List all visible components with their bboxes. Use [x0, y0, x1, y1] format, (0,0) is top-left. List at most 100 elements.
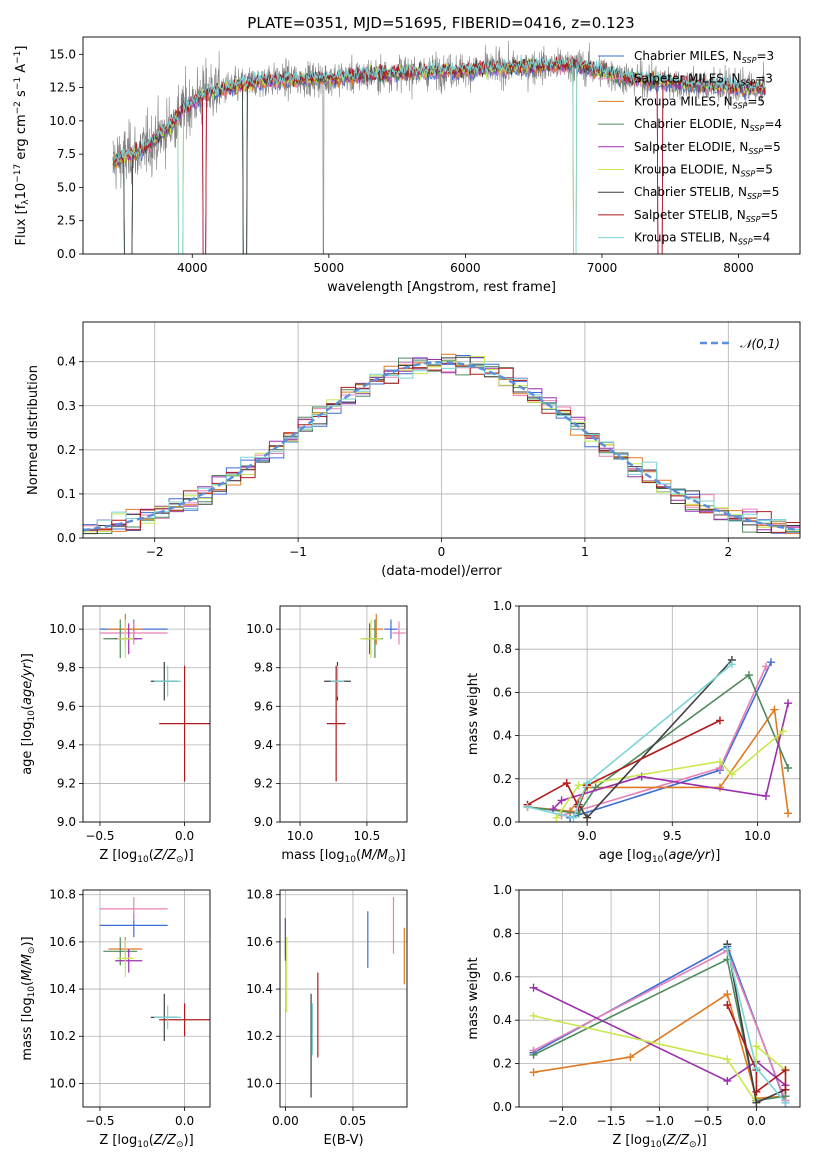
weight-line [533, 958, 786, 1102]
errorbar-point-5 [116, 939, 134, 978]
y-tick-label: 7.5 [57, 147, 76, 161]
axes-frame [82, 605, 211, 823]
x-tick-label: −1 [289, 545, 307, 559]
y-tick-label: 0.0 [57, 247, 76, 261]
panel-age_vs_Z: −0.5 0.0 9.0 9.2 9.4 9.6 9.8 10.0 Z [log10(Z/Z⊙)… [20, 605, 211, 865]
weight-series-6 [574, 656, 736, 822]
errorbar-point-1 [99, 897, 168, 921]
weight-marker [778, 727, 787, 736]
weight-marker [549, 805, 558, 814]
panel-weight_vs_age: 9.0 9.5 10.0 0.0 0.2 0.4 0.6 0.8 1.0 age [log10(a… [466, 599, 801, 865]
y-tick-label: 0.3 [57, 399, 76, 413]
y-tick-label: 0.6 [493, 970, 512, 984]
model-spectrum-8 [112, 55, 766, 254]
y-axis-label: Flux [fλ10−17 erg cm−2 s−1 A−1] [13, 46, 31, 246]
weight-marker [523, 802, 532, 811]
x-tick-label: −0.5 [85, 829, 114, 843]
y-tick-label: 9.0 [254, 815, 273, 829]
weight-series-5 [552, 727, 787, 822]
y-tick-label: 9.8 [254, 661, 273, 675]
weight-marker [752, 1087, 761, 1096]
x-axis-label: Z [log10(Z/Z⊙)] [99, 848, 193, 865]
x-tick-label: 0.0 [175, 1114, 194, 1128]
y-tick-label: 10.2 [246, 1029, 273, 1043]
weight-marker [723, 1001, 732, 1010]
y-tick-label: 0.0 [493, 815, 512, 829]
errorbar-point-5 [360, 619, 382, 659]
x-tick-label: 0.05 [340, 1114, 367, 1128]
x-axis-label: (data-model)/error [381, 564, 502, 579]
weight-line [533, 986, 787, 1086]
y-tick-label: 10.2 [49, 1029, 76, 1043]
legend-label-2: Kroupa MILES, NSSP=5 [634, 94, 765, 110]
y-tick-label: 9.4 [57, 738, 76, 752]
y-axis-label: mass weight [466, 957, 481, 1039]
weight-marker [529, 1050, 538, 1059]
panel-age_vs_mass: 10.0 10.5 9.0 9.2 9.4 9.6 9.8 10.0 mass [log10(M… [246, 605, 408, 865]
y-tick-label: 0.2 [57, 443, 76, 457]
y-tick-label: 2.5 [57, 214, 76, 228]
weight-marker [574, 781, 583, 790]
legend-label-4: Salpeter ELODIE, NSSP=5 [634, 140, 781, 156]
weight-marker [583, 813, 592, 822]
y-tick-label: 10.8 [49, 888, 76, 902]
y-tick-label: 0.2 [493, 772, 512, 786]
axes-frame [518, 889, 801, 1108]
axes-frame [279, 605, 408, 823]
weight-marker [752, 1042, 761, 1051]
y-tick-label: 0.4 [493, 729, 512, 743]
errorbar-point-0 [384, 619, 398, 639]
x-tick-label: −2.0 [548, 1114, 577, 1128]
residual-legend: 𝒩(0,1) [700, 337, 780, 351]
y-tick-label: 0.8 [493, 926, 512, 940]
errorbar-point-8 [330, 665, 345, 697]
weight-series-8 [723, 944, 790, 1107]
y-tick-label: 10.4 [246, 982, 273, 996]
x-tick-label: 0.00 [272, 1114, 299, 1128]
y-tick-label: 10.0 [49, 114, 76, 128]
y-tick-label: 10.0 [49, 1076, 76, 1090]
y-tick-label: 9.2 [254, 776, 273, 790]
weight-marker [723, 990, 732, 999]
x-tick-label: 1 [581, 545, 589, 559]
y-tick-label: 0.0 [493, 1100, 512, 1114]
y-axis-label: age [log10(age/yr)] [20, 653, 37, 775]
weight-series-8 [523, 660, 736, 822]
legend-label-1: Salpeter MILES, NSSP=3 [634, 72, 773, 88]
x-tick-label: −0.5 [693, 1114, 722, 1128]
weight-marker [784, 809, 793, 818]
spectrum-legend: Chabrier MILES, NSSP=3 Salpeter MILES, NS… [598, 49, 782, 247]
panel-weight_vs_Z: −2.0 −1.5 −1.0 −0.5 0.00.00.20.40.60.81.0Z [… [466, 883, 801, 1150]
x-tick-label: 9.0 [578, 829, 597, 843]
weight-marker [626, 1053, 635, 1062]
y-tick-label: 10.0 [246, 622, 273, 636]
weight-marker [727, 770, 736, 779]
y-tick-label: 10.4 [49, 982, 76, 996]
x-tick-label: 7000 [587, 261, 618, 275]
x-axis-label: wavelength [Angstrom, rest frame] [327, 280, 556, 295]
legend-label-3: Chabrier ELODIE, NSSP=4 [634, 117, 782, 133]
x-tick-label: 4000 [177, 261, 208, 275]
weight-series-7 [723, 1001, 790, 1096]
y-axis-label: mass weight [466, 673, 481, 755]
weight-marker [569, 813, 578, 822]
x-tick-label: 6000 [450, 261, 481, 275]
errorbar-point-5 [116, 619, 134, 659]
x-tick-label: 5000 [314, 261, 345, 275]
errorbar-point-8 [154, 1005, 182, 1030]
errorbar-point-7 [159, 665, 210, 782]
weight-marker [727, 660, 736, 669]
weight-marker [552, 813, 561, 822]
axes-frame [82, 889, 211, 1108]
y-tick-label: 9.2 [57, 776, 76, 790]
y-tick-label: 5.0 [57, 180, 76, 194]
weight-marker [562, 779, 571, 788]
errorbar-point-2 [369, 613, 383, 645]
errorbar-point-1 [99, 621, 168, 645]
x-tick-label: −1.0 [645, 1114, 674, 1128]
x-tick-label: −2 [146, 545, 164, 559]
x-tick-label: 10.0 [744, 829, 771, 843]
y-tick-label: 10.8 [246, 888, 273, 902]
y-tick-label: 1.0 [493, 599, 512, 613]
